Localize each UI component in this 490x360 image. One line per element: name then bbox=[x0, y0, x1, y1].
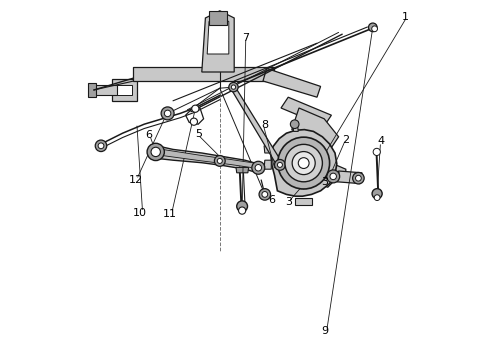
Circle shape bbox=[353, 172, 364, 184]
Text: 6: 6 bbox=[268, 195, 275, 205]
Circle shape bbox=[164, 110, 171, 117]
Circle shape bbox=[237, 201, 247, 212]
Circle shape bbox=[98, 143, 104, 149]
Text: 3: 3 bbox=[320, 177, 328, 187]
Polygon shape bbox=[263, 68, 320, 97]
Circle shape bbox=[190, 118, 197, 125]
Circle shape bbox=[298, 158, 309, 168]
Polygon shape bbox=[271, 130, 337, 196]
Text: 4: 4 bbox=[377, 136, 385, 147]
Polygon shape bbox=[281, 97, 331, 126]
Circle shape bbox=[327, 170, 340, 183]
Text: 5: 5 bbox=[195, 129, 202, 139]
Circle shape bbox=[239, 207, 245, 214]
Circle shape bbox=[372, 189, 382, 199]
Polygon shape bbox=[209, 11, 227, 25]
Circle shape bbox=[255, 165, 262, 171]
Circle shape bbox=[278, 137, 330, 189]
Text: 8: 8 bbox=[261, 120, 269, 130]
Polygon shape bbox=[133, 67, 274, 81]
Polygon shape bbox=[202, 11, 234, 72]
Circle shape bbox=[231, 85, 236, 89]
Polygon shape bbox=[112, 79, 137, 101]
Text: 9: 9 bbox=[321, 326, 328, 336]
Circle shape bbox=[95, 140, 107, 152]
Polygon shape bbox=[231, 88, 283, 166]
Polygon shape bbox=[292, 108, 339, 148]
Polygon shape bbox=[337, 171, 362, 184]
Circle shape bbox=[147, 143, 164, 161]
Polygon shape bbox=[88, 83, 96, 97]
Circle shape bbox=[262, 192, 268, 197]
Text: 7: 7 bbox=[242, 33, 249, 43]
Circle shape bbox=[151, 147, 160, 157]
Polygon shape bbox=[153, 146, 261, 173]
Circle shape bbox=[292, 152, 315, 175]
Circle shape bbox=[277, 162, 282, 167]
Circle shape bbox=[274, 159, 285, 170]
Polygon shape bbox=[295, 198, 312, 205]
Circle shape bbox=[285, 144, 322, 182]
Polygon shape bbox=[94, 85, 117, 95]
Polygon shape bbox=[264, 146, 271, 153]
Circle shape bbox=[330, 173, 337, 180]
Circle shape bbox=[192, 105, 199, 112]
Circle shape bbox=[372, 26, 377, 32]
Circle shape bbox=[356, 175, 361, 181]
Circle shape bbox=[311, 167, 319, 175]
Circle shape bbox=[259, 189, 270, 200]
Circle shape bbox=[307, 163, 323, 179]
Text: 3: 3 bbox=[285, 197, 292, 207]
Circle shape bbox=[215, 156, 225, 166]
Text: 11: 11 bbox=[163, 209, 177, 219]
Circle shape bbox=[373, 148, 380, 156]
Polygon shape bbox=[295, 164, 346, 187]
Polygon shape bbox=[236, 167, 248, 173]
Text: 12: 12 bbox=[128, 175, 143, 185]
Circle shape bbox=[291, 120, 299, 129]
Polygon shape bbox=[207, 14, 229, 54]
Text: 6: 6 bbox=[146, 130, 152, 140]
Circle shape bbox=[229, 82, 238, 92]
Text: 2: 2 bbox=[342, 135, 349, 145]
Polygon shape bbox=[163, 113, 172, 117]
Circle shape bbox=[374, 195, 380, 201]
Text: 1: 1 bbox=[402, 12, 409, 22]
Polygon shape bbox=[293, 122, 298, 131]
Polygon shape bbox=[264, 160, 271, 169]
Circle shape bbox=[252, 161, 265, 174]
Polygon shape bbox=[162, 149, 258, 170]
Polygon shape bbox=[117, 85, 132, 95]
Circle shape bbox=[161, 107, 174, 120]
Text: 10: 10 bbox=[133, 208, 147, 218]
Circle shape bbox=[368, 23, 377, 32]
Circle shape bbox=[217, 158, 222, 163]
